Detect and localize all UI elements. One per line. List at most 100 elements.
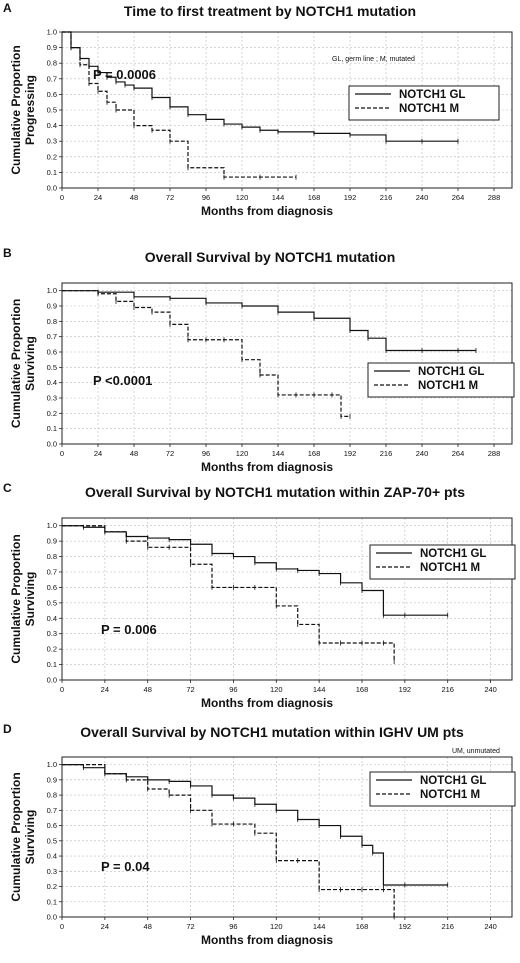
x-axis-label: Months from diagnosis (201, 933, 333, 947)
y-tick-label: 0.8 (47, 59, 57, 68)
y-tick-label: 0.3 (47, 867, 57, 876)
panel-letter: C (3, 481, 12, 495)
x-tick-label: 96 (229, 922, 237, 931)
x-tick-label: 72 (166, 193, 174, 202)
x-tick-label: 240 (416, 193, 429, 202)
y-tick-label: 0.1 (47, 168, 57, 177)
p-value: P = 0.006 (101, 622, 157, 637)
y-tick-label: 0.7 (47, 74, 57, 83)
y-tick-label: 0.7 (47, 568, 57, 577)
x-tick-label: 240 (484, 685, 497, 694)
y-tick-label: 0.8 (47, 791, 57, 800)
km-curve-mutated (62, 764, 395, 917)
x-tick-label: 288 (488, 193, 501, 202)
x-axis-label: Months from diagnosis (201, 204, 333, 218)
x-tick-label: 144 (272, 193, 285, 202)
y-axis-label-line: Cumulative Proportion (9, 45, 23, 174)
y-tick-label: 0.4 (47, 852, 57, 861)
legend: NOTCH1 GL NOTCH1 M (369, 544, 516, 580)
y-tick-label: 0.6 (47, 583, 57, 592)
y-tick-label: 0.1 (47, 897, 57, 906)
legend: NOTCH1 GL NOTCH1 M (369, 771, 516, 807)
x-tick-label: 168 (356, 922, 369, 931)
y-tick-label: 0.3 (47, 629, 57, 638)
x-tick-label: 192 (344, 449, 357, 458)
x-tick-label: 144 (313, 685, 326, 694)
x-tick-label: 288 (488, 449, 501, 458)
x-tick-label: 48 (144, 685, 152, 694)
y-tick-label: 0.9 (47, 537, 57, 546)
panel-a: A Time to first treatment by NOTCH1 mutat… (3, 1, 513, 218)
legend-box (367, 362, 515, 398)
y-tick-label: 0.3 (47, 137, 57, 146)
x-tick-label: 0 (60, 193, 64, 202)
y-tick-label: 0.3 (47, 394, 57, 403)
y-axis-label: Cumulative ProportionSurviving (9, 534, 37, 663)
x-tick-label: 120 (270, 685, 283, 694)
y-tick-label: 0.2 (47, 409, 57, 418)
y-tick-label: 0.6 (47, 821, 57, 830)
y-tick-label: 0.8 (47, 552, 57, 561)
p-value: P = 0.0006 (93, 67, 156, 82)
y-tick-label: 0.5 (47, 598, 57, 607)
legend-label: NOTCH1 M (420, 562, 480, 574)
panel-d: D Overall Survival by NOTCH1 mutation wit… (3, 722, 516, 947)
x-axis-label: Months from diagnosis (201, 696, 333, 710)
x-tick-label: 192 (344, 193, 357, 202)
y-tick-label: 0.4 (47, 378, 57, 387)
x-tick-label: 72 (186, 685, 194, 694)
y-axis-label: Cumulative ProportionSurviving (9, 299, 37, 428)
x-tick-label: 48 (144, 922, 152, 931)
panel-letter: A (3, 1, 12, 15)
p-value: P = 0.04 (101, 859, 150, 874)
x-tick-label: 240 (416, 449, 429, 458)
y-axis-label: Cumulative ProportionSurviving (9, 772, 37, 901)
y-tick-label: 0.0 (47, 676, 57, 685)
legend-label: NOTCH1 GL (399, 89, 465, 101)
x-tick-label: 48 (130, 193, 138, 202)
y-tick-label: 0.6 (47, 348, 57, 357)
x-tick-label: 264 (452, 449, 465, 458)
legend: NOTCH1 GL NOTCH1 M (348, 85, 500, 121)
p-value: P <0.0001 (93, 373, 152, 388)
x-tick-label: 168 (308, 449, 321, 458)
x-tick-label: 120 (236, 449, 249, 458)
y-axis-label-line: Cumulative Proportion (9, 772, 23, 901)
x-tick-label: 72 (186, 922, 194, 931)
legend-box (348, 85, 500, 121)
y-tick-label: 0.2 (47, 645, 57, 654)
y-tick-label: 0.5 (47, 363, 57, 372)
chart-note: UM, unmutated (452, 748, 500, 755)
x-tick-label: 0 (60, 685, 64, 694)
x-tick-label: 120 (236, 193, 249, 202)
panel-letter: B (3, 246, 12, 260)
y-tick-label: 0.7 (47, 806, 57, 815)
y-tick-label: 0.2 (47, 882, 57, 891)
x-tick-label: 216 (441, 922, 454, 931)
x-tick-label: 216 (441, 685, 454, 694)
y-tick-label: 0.5 (47, 836, 57, 845)
y-tick-label: 1.0 (47, 521, 57, 530)
x-tick-label: 96 (202, 193, 210, 202)
chart-title: Overall Survival by NOTCH1 mutation (145, 249, 396, 265)
x-axis-label: Months from diagnosis (201, 460, 333, 474)
y-tick-label: 0.0 (47, 913, 57, 922)
chart-title: Time to first treatment by NOTCH1 mutati… (124, 3, 416, 19)
y-tick-label: 0.7 (47, 332, 57, 341)
x-tick-label: 24 (101, 922, 109, 931)
chart-title: Overall Survival by NOTCH1 mutation with… (80, 724, 464, 740)
plot-frame (61, 756, 513, 918)
legend-box (369, 544, 516, 580)
y-axis-label-line: Surviving (23, 336, 37, 391)
y-axis-label-line: Surviving (23, 810, 37, 865)
x-tick-label: 144 (272, 449, 285, 458)
y-tick-label: 0.4 (47, 614, 57, 623)
y-tick-label: 0.9 (47, 302, 57, 311)
y-tick-label: 0.4 (47, 121, 57, 130)
x-tick-label: 0 (60, 449, 64, 458)
km-curve-mutated (62, 290, 350, 417)
y-axis-label-line: Cumulative Proportion (9, 299, 23, 428)
y-tick-label: 0.9 (47, 43, 57, 52)
y-tick-label: 0.1 (47, 424, 57, 433)
